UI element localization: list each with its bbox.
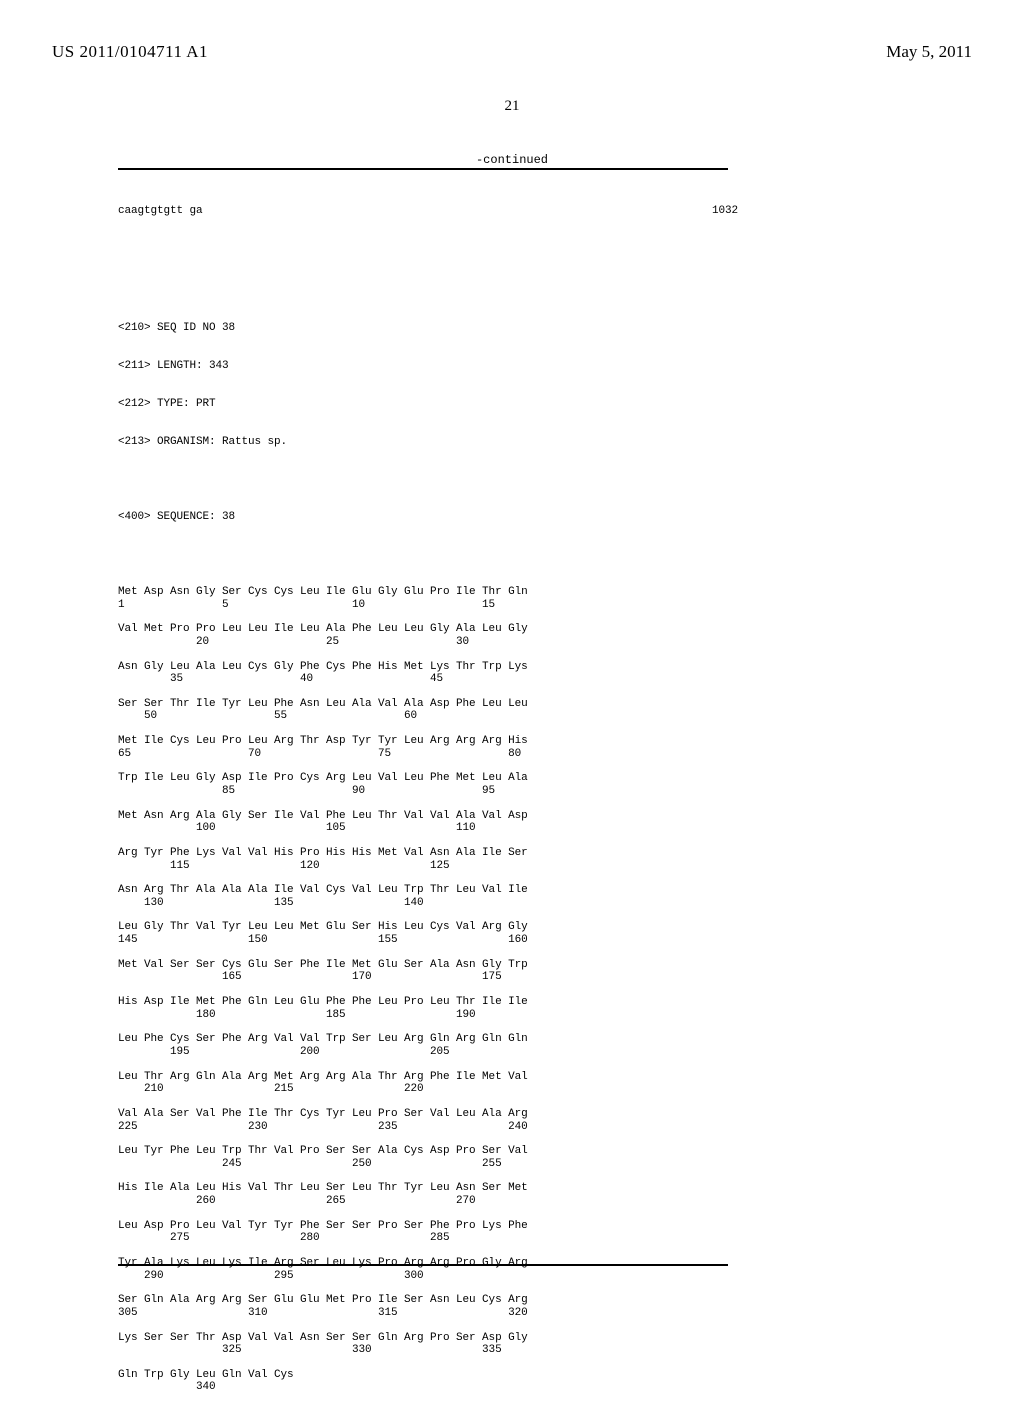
sequence-aa-row: Val Met Pro Pro Leu Leu Ile Leu Ala Phe … (118, 623, 738, 636)
sequence-num-row: 225 230 235 240 (118, 1121, 738, 1134)
sequence-num-row: 275 280 285 (118, 1232, 738, 1245)
first-seq-text: caagtgtgtt ga (118, 205, 203, 218)
sequence-aa-row: Trp Ile Leu Gly Asp Ile Pro Cys Arg Leu … (118, 772, 738, 785)
sequence-aa-row: Leu Tyr Phe Leu Trp Thr Val Pro Ser Ser … (118, 1145, 738, 1158)
sequence-rows-container: Met Asp Asn Gly Ser Cys Cys Leu Ile Glu … (118, 586, 738, 1406)
sequence-num-row: 325 330 335 (118, 1344, 738, 1357)
sequence-num-row: 20 25 30 (118, 636, 738, 649)
sequence-num-row: 195 200 205 (118, 1046, 738, 1059)
sequence-num-row: 180 185 190 (118, 1009, 738, 1022)
sequence-aa-row: Leu Gly Thr Val Tyr Leu Leu Met Glu Ser … (118, 921, 738, 934)
sequence-label: <400> SEQUENCE: 38 (118, 511, 738, 524)
continued-label: -continued (0, 153, 1024, 167)
page-header: US 2011/0104711 A1 May 5, 2011 (0, 42, 1024, 62)
sequence-aa-row: Ser Gln Ala Arg Arg Ser Glu Glu Met Pro … (118, 1294, 738, 1307)
sequence-num-row: 50 55 60 (118, 710, 738, 723)
sequence-aa-row: Val Ala Ser Val Phe Ile Thr Cys Tyr Leu … (118, 1108, 738, 1121)
metadata-seq-id: <210> SEQ ID NO 38 (118, 322, 738, 335)
sequence-aa-row: His Ile Ala Leu His Val Thr Leu Ser Leu … (118, 1182, 738, 1195)
sequence-num-row: 65 70 75 80 (118, 748, 738, 761)
publication-date: May 5, 2011 (886, 42, 972, 62)
sequence-aa-row: Arg Tyr Phe Lys Val Val His Pro His His … (118, 847, 738, 860)
first-sequence-line: caagtgtgtt ga 1032 (118, 205, 738, 218)
horizontal-rule-bottom (118, 1264, 728, 1266)
sequence-num-row: 210 215 220 (118, 1083, 738, 1096)
sequence-aa-row: Gln Trp Gly Leu Gln Val Cys (118, 1369, 738, 1382)
sequence-num-row: 305 310 315 320 (118, 1307, 738, 1320)
sequence-aa-row: Met Asp Asn Gly Ser Cys Cys Leu Ile Glu … (118, 586, 738, 599)
sequence-num-row: 115 120 125 (118, 860, 738, 873)
sequence-num-row: 85 90 95 (118, 785, 738, 798)
sequence-num-row: 260 265 270 (118, 1195, 738, 1208)
sequence-aa-row: Ser Ser Thr Ile Tyr Leu Phe Asn Leu Ala … (118, 698, 738, 711)
sequence-num-row: 1 5 10 15 (118, 599, 738, 612)
sequence-aa-row: Leu Asp Pro Leu Val Tyr Tyr Phe Ser Ser … (118, 1220, 738, 1233)
page-number: 21 (0, 98, 1024, 115)
sequence-num-row: 340 (118, 1381, 738, 1394)
sequence-aa-row: Asn Gly Leu Ala Leu Cys Gly Phe Cys Phe … (118, 661, 738, 674)
sequence-aa-row: Leu Phe Cys Ser Phe Arg Val Val Trp Ser … (118, 1033, 738, 1046)
sequence-aa-row: Met Asn Arg Ala Gly Ser Ile Val Phe Leu … (118, 810, 738, 823)
sequence-aa-row: Lys Ser Ser Thr Asp Val Val Asn Ser Ser … (118, 1332, 738, 1345)
sequence-listing: caagtgtgtt ga 1032 <210> SEQ ID NO 38 <2… (118, 180, 738, 1419)
sequence-aa-row: Asn Arg Thr Ala Ala Ala Ile Val Cys Val … (118, 884, 738, 897)
metadata-organism: <213> ORGANISM: Rattus sp. (118, 436, 738, 449)
sequence-num-row: 245 250 255 (118, 1158, 738, 1171)
first-seq-length: 1032 (712, 205, 738, 218)
sequence-num-row: 165 170 175 (118, 971, 738, 984)
sequence-aa-row: Leu Thr Arg Gln Ala Arg Met Arg Arg Ala … (118, 1071, 738, 1084)
sequence-num-row: 100 105 110 (118, 822, 738, 835)
metadata-type: <212> TYPE: PRT (118, 398, 738, 411)
horizontal-rule-top (118, 168, 728, 170)
sequence-aa-row: His Asp Ile Met Phe Gln Leu Glu Phe Phe … (118, 996, 738, 1009)
sequence-num-row: 130 135 140 (118, 897, 738, 910)
sequence-aa-row: Met Ile Cys Leu Pro Leu Arg Thr Asp Tyr … (118, 735, 738, 748)
sequence-num-row: 290 295 300 (118, 1270, 738, 1283)
sequence-num-row: 35 40 45 (118, 673, 738, 686)
sequence-num-row: 145 150 155 160 (118, 934, 738, 947)
metadata-length: <211> LENGTH: 343 (118, 360, 738, 373)
publication-number: US 2011/0104711 A1 (52, 42, 208, 61)
sequence-aa-row: Met Val Ser Ser Cys Glu Ser Phe Ile Met … (118, 959, 738, 972)
